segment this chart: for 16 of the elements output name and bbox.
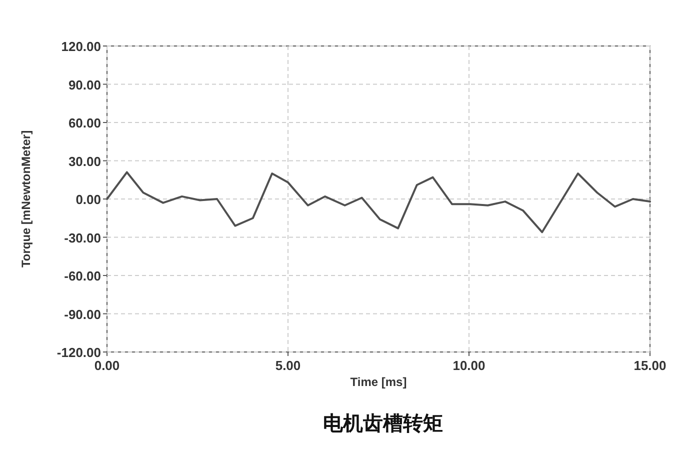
y-tick-label: -30.00: [64, 230, 101, 246]
x-tick-label: 0.00: [94, 358, 120, 373]
y-axis-title: Torque [mNewtonMeter]: [19, 130, 33, 268]
y-tick-label: -120.00: [56, 345, 101, 360]
y-tick-label: 0.00: [76, 192, 101, 207]
y-tick-label: -90.00: [64, 306, 101, 322]
x-tick-label: 5.00: [275, 358, 301, 373]
y-tick-label: 60.00: [68, 116, 101, 130]
text: 电机齿槽转矩: [323, 411, 443, 435]
y-tick-label: 120.00: [61, 39, 101, 54]
y-tick-label: -60.00: [64, 268, 101, 284]
y-tick-label: 30.00: [68, 154, 101, 169]
x-tick-label: 10.00: [452, 358, 486, 373]
x-axis-title: Time [ms]: [350, 375, 407, 389]
y-tick-label: 90.00: [68, 77, 101, 92]
x-tick-label: 15.00: [634, 358, 666, 373]
